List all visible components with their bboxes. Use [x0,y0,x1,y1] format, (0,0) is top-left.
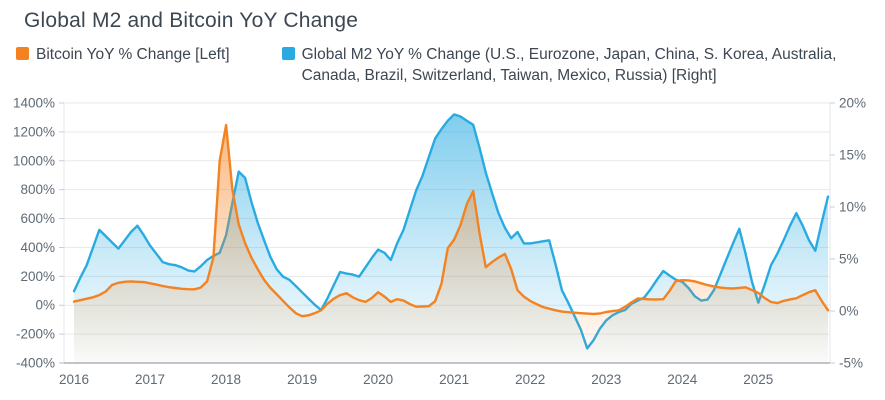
global-m2-swatch-icon [281,47,295,60]
x-axis-tick-label: 2021 [439,372,469,387]
right-axis-tick-label: 0% [839,304,859,319]
left-axis-tick-label: 1000% [13,153,55,168]
x-axis-tick-label: 2016 [59,372,89,387]
left-axis-tick-label: 1200% [13,124,55,139]
legend-label-global-m2: Global M2 YoY % Change (U.S., Eurozone, … [301,46,837,84]
right-axis-tick-label: 10% [839,200,866,215]
left-axis-tick-label: 0% [35,298,55,313]
left-axis-tick-label: -200% [16,327,55,342]
right-axis-tick-label: 15% [839,148,866,163]
chart-legend: Bitcoin YoY % Change [Left] Global M2 Yo… [16,44,877,86]
left-axis-tick-label: 200% [20,269,55,284]
right-axis-tick-label: -5% [839,356,863,371]
x-axis-tick-label: 2025 [743,372,773,387]
right-axis-tick-label: 5% [839,252,859,267]
x-axis-tick-label: 2023 [591,372,621,387]
right-axis-tick-label: 20% [839,96,866,111]
legend-label-bitcoin: Bitcoin YoY % Change [Left] [36,46,230,63]
left-axis-tick-label: 1400% [13,96,55,111]
legend-item-global-m2[interactable]: Global M2 YoY % Change (U.S., Eurozone, … [281,44,877,86]
chart-title: Global M2 and Bitcoin YoY Change [24,9,359,32]
x-axis-tick-label: 2019 [287,372,317,387]
x-axis-tick-label: 2018 [211,372,241,387]
bitcoin-line [72,123,830,318]
x-axis-tick-label: 2024 [667,372,698,387]
left-axis-tick-label: 400% [20,240,55,255]
left-axis-tick-label: 800% [20,182,55,197]
x-axis-tick-label: 2017 [135,372,165,387]
x-axis-tick-label: 2020 [363,372,393,387]
left-axis-tick-label: 600% [20,211,55,226]
left-axis-tick-label: -400% [16,356,55,371]
legend-item-bitcoin[interactable]: Bitcoin YoY % Change [Left] [16,44,230,65]
x-axis-tick-label: 2022 [515,372,545,387]
bitcoin-swatch-icon [16,47,29,60]
